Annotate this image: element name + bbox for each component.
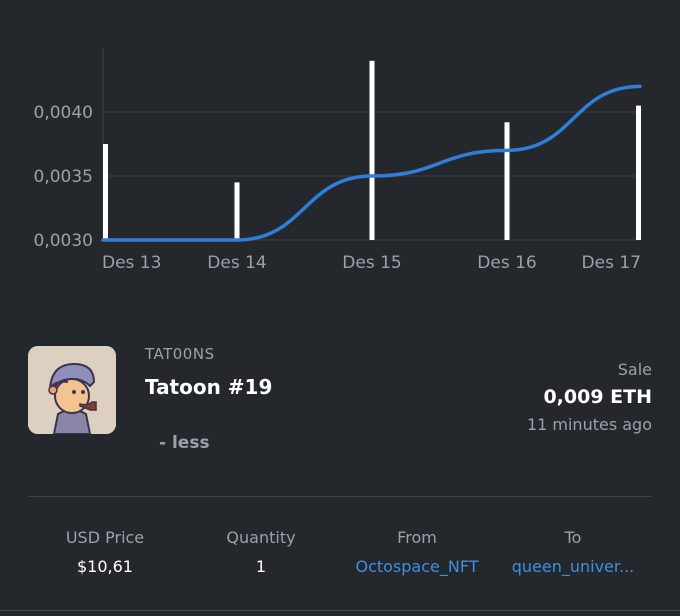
cartoon-avatar-icon [28,346,116,434]
from-user-link[interactable]: Octospace_NFT [355,557,479,576]
x-axis-ticks: Des 13 Des 14 Des 15 Des 16 Des 17 [102,253,641,273]
bottom-divider [0,610,680,611]
nft-thumbnail[interactable] [28,346,116,434]
y-tick-label: 0,0035 [34,167,93,187]
sale-event-card[interactable]: TAT00NS Tatoon #19 - less Sale 0,009 ETH… [28,340,652,460]
to-column: To queen_univer... [498,528,648,576]
section-divider [28,496,652,497]
quantity-label: Quantity [226,528,296,547]
x-tick-label: Des 13 [102,253,161,273]
x-tick-label: Des 16 [477,253,536,273]
x-tick-label: Des 17 [582,253,641,273]
y-tick-label: 0,0040 [34,103,93,123]
y-axis-ticks: 0,0030 0,0035 0,0040 [34,103,93,251]
nft-item-name[interactable]: Tatoon #19 [145,375,273,399]
show-less-toggle[interactable]: - less [159,433,210,453]
usd-price-label: USD Price [65,528,145,547]
chart-bars [103,60,641,240]
x-tick-label: Des 15 [342,253,401,273]
usd-price-column: USD Price $10,61 [30,528,180,576]
collection-name[interactable]: TAT00NS [145,345,215,363]
sale-details-row: USD Price $10,61 Quantity 1 From Octospa… [28,528,652,588]
x-tick-label: Des 14 [207,253,266,273]
price-trend-line [101,84,642,242]
from-column: From Octospace_NFT [342,528,492,576]
volume-bar[interactable] [234,182,240,240]
volume-bar[interactable] [504,122,510,240]
quantity-column: Quantity 1 [186,528,336,576]
event-time: 11 minutes ago [526,415,652,434]
to-label: To [564,528,582,547]
sale-price: 0,009 ETH [543,386,652,408]
quantity-value: 1 [255,557,267,576]
event-type-label: Sale [617,360,652,379]
usd-price-value: $10,61 [77,557,133,576]
from-label: From [397,528,437,547]
to-user-link[interactable]: queen_univer... [511,557,635,576]
volume-bar[interactable] [103,144,108,240]
volume-bar[interactable] [369,60,375,240]
y-tick-label: 0,0030 [34,231,93,251]
chart-line [101,84,642,242]
volume-bar[interactable] [636,105,641,240]
